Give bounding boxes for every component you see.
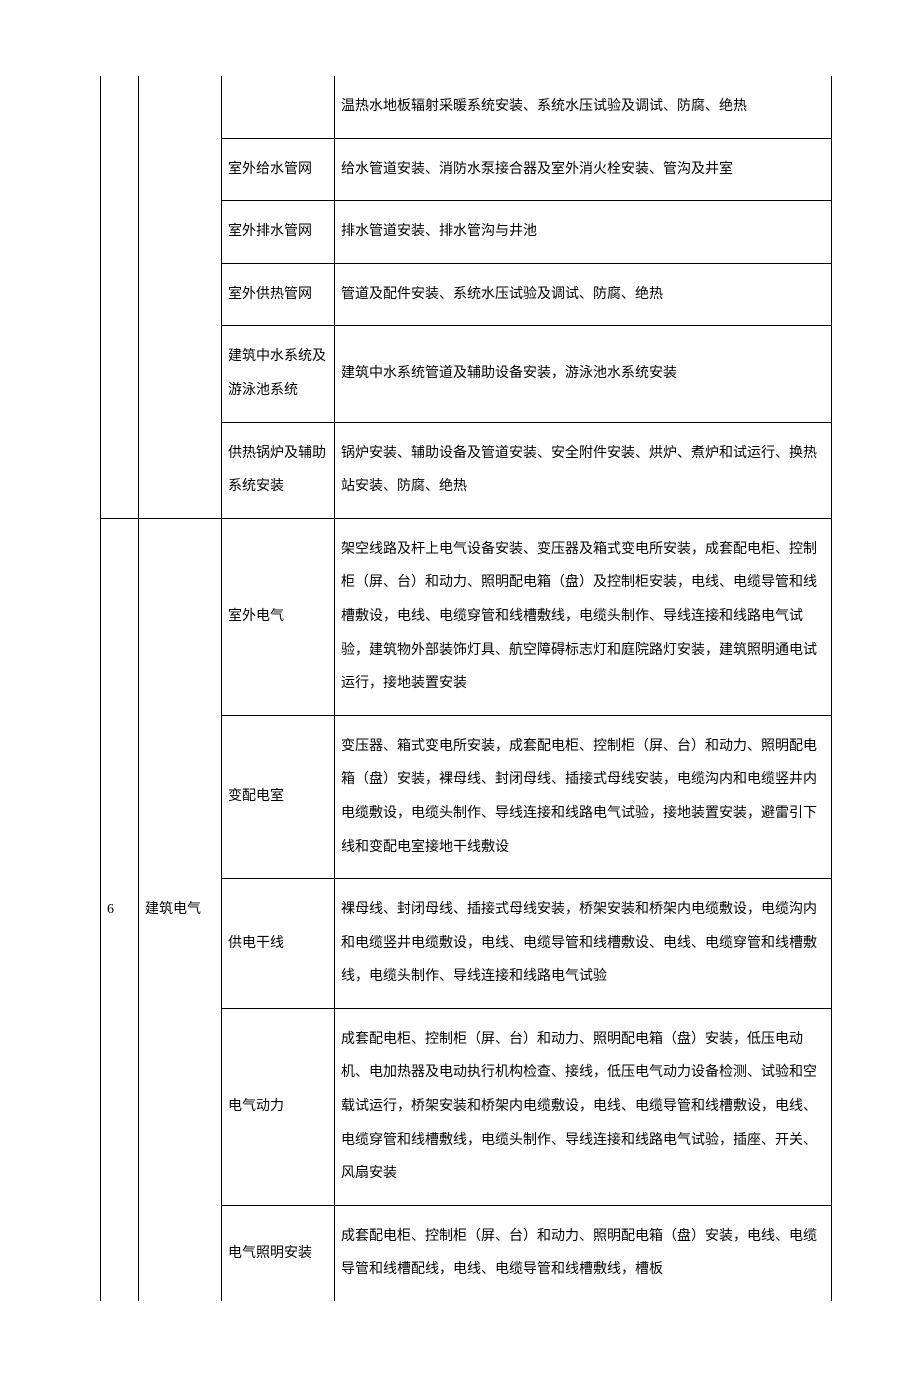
table-row: 6建筑电气室外电气架空线路及杆上电气设备安装、变压器及箱式变电所安装，成套配电柜… — [101, 518, 832, 715]
table-cell: 锅炉安装、辅助设备及管道安装、安全附件安装、烘炉、煮炉和试运行、换热站安装、防腐… — [335, 422, 832, 518]
spec-table: 温热水地板辐射采暖系统安装、系统水压试验及调试、防腐、绝热室外给水管网给水管道安… — [100, 76, 832, 1301]
table-cell: 建筑中水系统及游泳池系统 — [222, 326, 335, 422]
table-cell: 给水管道安装、消防水泵接合器及室外消火栓安装、管沟及井室 — [335, 138, 832, 201]
table-cell: 建筑中水系统管道及辅助设备安装，游泳池水系统安装 — [335, 326, 832, 422]
table-cell: 成套配电柜、控制柜（屏、台）和动力、照明配电箱（盘）安装，电线、电缆导管和线槽配… — [335, 1205, 832, 1301]
table-cell: 成套配电柜、控制柜（屏、台）和动力、照明配电箱（盘）安装，低压电动机、电加热器及… — [335, 1008, 832, 1205]
table-cell: 架空线路及杆上电气设备安装、变压器及箱式变电所安装，成套配电柜、控制柜（屏、台）… — [335, 518, 832, 715]
table-cell: 6 — [101, 518, 139, 1301]
table-cell: 建筑电气 — [139, 518, 222, 1301]
table-cell — [222, 76, 335, 138]
table-cell: 室外给水管网 — [222, 138, 335, 201]
table-cell — [101, 76, 139, 518]
table-cell: 裸母线、封闭母线、插接式母线安装，桥架安装和桥架内电缆敷设，电缆沟内和电缆竖井电… — [335, 879, 832, 1009]
table-cell: 室外电气 — [222, 518, 335, 715]
table-cell: 排水管道安装、排水管沟与井池 — [335, 201, 832, 264]
table-cell: 室外排水管网 — [222, 201, 335, 264]
table-cell: 变压器、箱式变电所安装，成套配电柜、控制柜（屏、台）和动力、照明配电箱（盘）安装… — [335, 715, 832, 878]
spec-table-body: 温热水地板辐射采暖系统安装、系统水压试验及调试、防腐、绝热室外给水管网给水管道安… — [101, 76, 832, 1301]
table-cell: 供电干线 — [222, 879, 335, 1009]
table-cell — [139, 76, 222, 518]
table-cell: 管道及配件安装、系统水压试验及调试、防腐、绝热 — [335, 263, 832, 326]
table-cell: 室外供热管网 — [222, 263, 335, 326]
table-cell: 温热水地板辐射采暖系统安装、系统水压试验及调试、防腐、绝热 — [335, 76, 832, 138]
table-cell: 电气动力 — [222, 1008, 335, 1205]
table-cell: 变配电室 — [222, 715, 335, 878]
table-row: 温热水地板辐射采暖系统安装、系统水压试验及调试、防腐、绝热 — [101, 76, 832, 138]
table-cell: 电气照明安装 — [222, 1205, 335, 1301]
table-cell: 供热锅炉及辅助系统安装 — [222, 422, 335, 518]
